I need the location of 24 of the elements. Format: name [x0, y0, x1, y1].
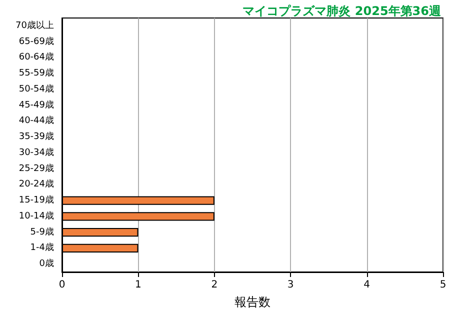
y-tick-label: 40-44歳 — [18, 115, 54, 126]
chart-title: マイコプラズマ肺炎 2025年第36週 — [242, 4, 442, 18]
y-tick-label: 15-19歳 — [18, 194, 54, 206]
y-tick-label: 65-69歳 — [18, 36, 54, 47]
y-tick-label: 1-4歳 — [30, 242, 54, 254]
x-tick-label: 0 — [58, 280, 66, 290]
x-axis-title: 報告数 — [234, 295, 270, 309]
x-tick-label: 5 — [440, 280, 446, 290]
y-tick-label: 30-34歳 — [18, 146, 54, 158]
y-tick-label: 70歳以上 — [16, 20, 54, 31]
y-tick-label: 55-59歳 — [18, 68, 54, 79]
y-tick-label: 20-24歳 — [18, 178, 54, 190]
y-tick-label: 5-9歳 — [30, 226, 54, 238]
y-tick-label: 0歳 — [39, 258, 54, 270]
y-tick-label: 45-49歳 — [18, 99, 54, 110]
y-tick-label: 25-29歳 — [18, 162, 54, 174]
y-tick-label: 60-64歳 — [18, 52, 54, 63]
x-tick-label: 3 — [287, 280, 294, 290]
x-tick-label: 1 — [135, 280, 142, 290]
y-tick-label: 10-14歳 — [18, 210, 54, 222]
x-tick-label: 2 — [211, 280, 218, 290]
y-tick-label: 35-39歳 — [18, 131, 54, 142]
x-tick-label: 4 — [364, 280, 370, 290]
y-tick-label: 50-54歳 — [18, 83, 54, 94]
